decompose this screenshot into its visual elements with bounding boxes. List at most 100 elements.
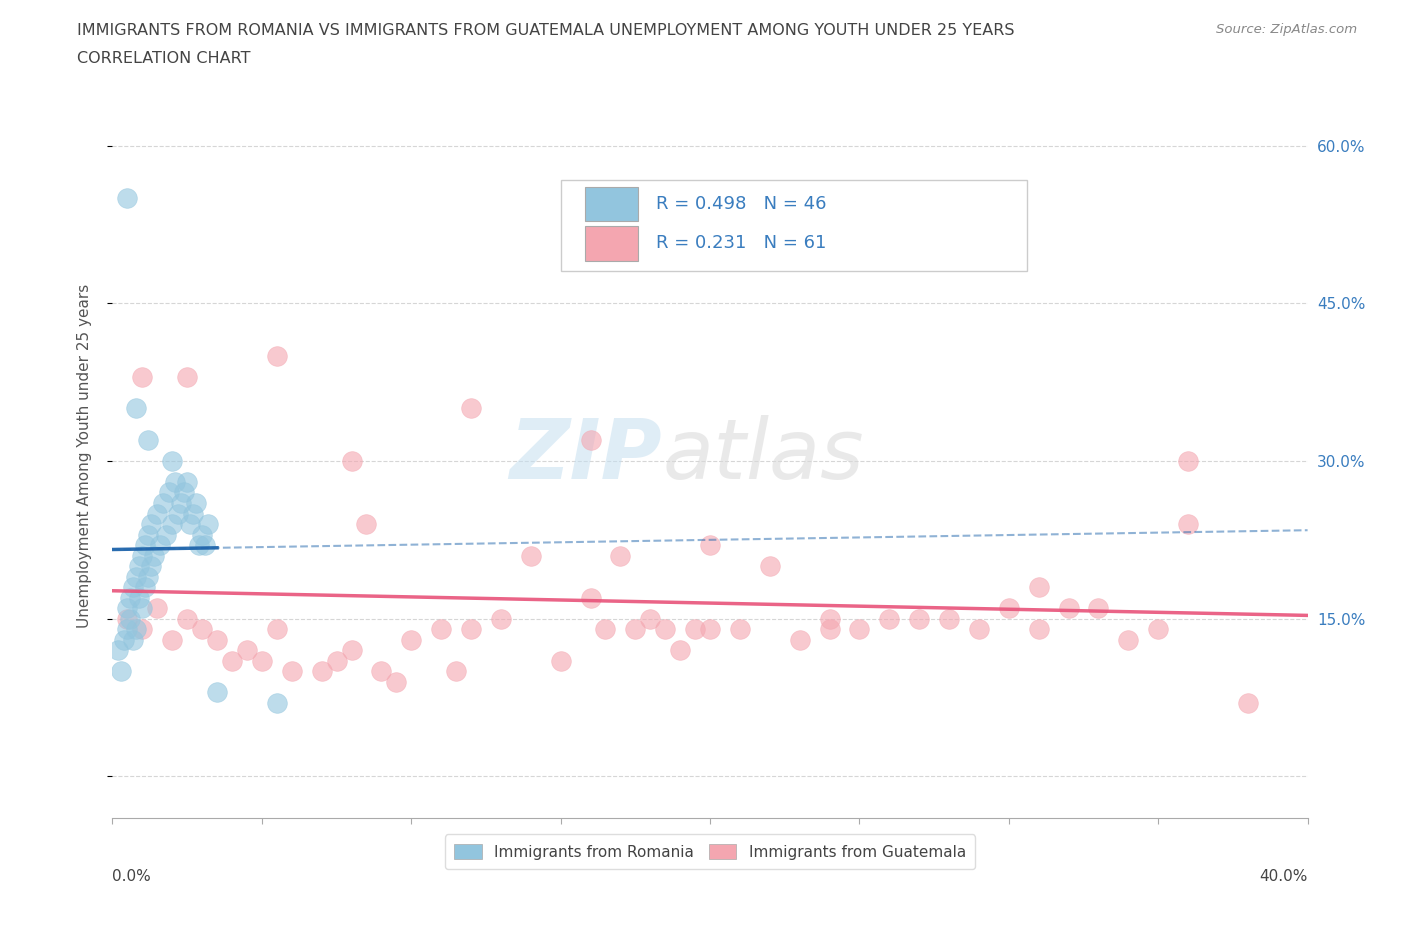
Point xyxy=(162,454,183,469)
Point xyxy=(1237,696,1260,711)
Point xyxy=(117,191,139,206)
Point xyxy=(125,569,148,584)
Point xyxy=(114,632,135,647)
Point xyxy=(146,506,169,521)
Text: Source: ZipAtlas.com: Source: ZipAtlas.com xyxy=(1216,23,1357,36)
Point xyxy=(595,622,617,637)
Point xyxy=(122,632,145,647)
Point xyxy=(176,369,198,384)
Point xyxy=(176,474,198,489)
Point xyxy=(141,516,163,531)
Point xyxy=(125,401,148,416)
Point xyxy=(131,369,153,384)
Point xyxy=(221,653,243,668)
Point xyxy=(460,401,482,416)
Point xyxy=(120,591,142,605)
Point xyxy=(444,664,467,679)
Point xyxy=(579,432,602,447)
Text: R = 0.498   N = 46: R = 0.498 N = 46 xyxy=(657,195,827,213)
Point xyxy=(155,527,177,542)
Point xyxy=(370,664,392,679)
FancyBboxPatch shape xyxy=(585,187,638,221)
Point xyxy=(131,622,153,637)
Point xyxy=(138,432,160,447)
Point xyxy=(967,622,990,637)
Point xyxy=(146,601,169,616)
Point xyxy=(188,538,211,552)
Point xyxy=(107,643,129,658)
Text: 40.0%: 40.0% xyxy=(1260,870,1308,884)
Point xyxy=(385,674,408,689)
Point xyxy=(1028,622,1050,637)
Point xyxy=(134,579,156,594)
Point xyxy=(789,632,811,647)
Point xyxy=(179,516,201,531)
Point xyxy=(609,548,631,563)
Point xyxy=(138,527,160,542)
Point xyxy=(669,643,692,658)
Text: 0.0%: 0.0% xyxy=(112,870,152,884)
Point xyxy=(520,548,543,563)
Point xyxy=(908,611,931,626)
Point xyxy=(325,653,347,668)
Point xyxy=(191,622,214,637)
Point xyxy=(176,611,198,626)
Point xyxy=(205,632,228,647)
Point xyxy=(125,622,148,637)
Point xyxy=(699,538,721,552)
Point xyxy=(340,454,363,469)
Point xyxy=(401,632,423,647)
Point xyxy=(236,643,259,658)
Point xyxy=(143,548,166,563)
Point xyxy=(818,622,841,637)
Point xyxy=(654,622,676,637)
Point xyxy=(1118,632,1140,647)
Point xyxy=(1177,516,1199,531)
Point xyxy=(550,653,572,668)
Point xyxy=(1057,601,1080,616)
Point xyxy=(818,611,841,626)
Point xyxy=(138,569,160,584)
Point xyxy=(640,611,662,626)
Point xyxy=(430,622,453,637)
Point xyxy=(848,622,870,637)
Point xyxy=(579,591,602,605)
Point xyxy=(938,611,960,626)
Point xyxy=(489,611,512,626)
FancyBboxPatch shape xyxy=(585,226,638,260)
Point xyxy=(266,696,288,711)
Point xyxy=(165,474,187,489)
Point xyxy=(311,664,333,679)
Point xyxy=(1087,601,1109,616)
Point xyxy=(191,527,214,542)
Text: atlas: atlas xyxy=(662,415,863,497)
Point xyxy=(134,538,156,552)
Point xyxy=(266,622,288,637)
Point xyxy=(120,611,142,626)
Point xyxy=(152,496,174,511)
Point xyxy=(117,611,139,626)
Point xyxy=(128,559,150,574)
Point xyxy=(117,622,139,637)
Point xyxy=(181,506,204,521)
Point xyxy=(157,485,180,500)
Point xyxy=(128,591,150,605)
Point xyxy=(460,622,482,637)
Point xyxy=(250,653,273,668)
Point xyxy=(1147,622,1170,637)
Point xyxy=(110,664,132,679)
Text: IMMIGRANTS FROM ROMANIA VS IMMIGRANTS FROM GUATEMALA UNEMPLOYMENT AMONG YOUTH UN: IMMIGRANTS FROM ROMANIA VS IMMIGRANTS FR… xyxy=(77,23,1015,38)
Point xyxy=(167,506,190,521)
Point xyxy=(197,516,219,531)
Point xyxy=(998,601,1021,616)
Point xyxy=(281,664,304,679)
Point xyxy=(624,622,647,637)
Point xyxy=(356,516,378,531)
Text: CORRELATION CHART: CORRELATION CHART xyxy=(77,51,250,66)
Point xyxy=(186,496,208,511)
Point xyxy=(728,622,751,637)
Point xyxy=(759,559,782,574)
Point xyxy=(141,559,163,574)
Y-axis label: Unemployment Among Youth under 25 years: Unemployment Among Youth under 25 years xyxy=(77,284,91,628)
Point xyxy=(149,538,172,552)
